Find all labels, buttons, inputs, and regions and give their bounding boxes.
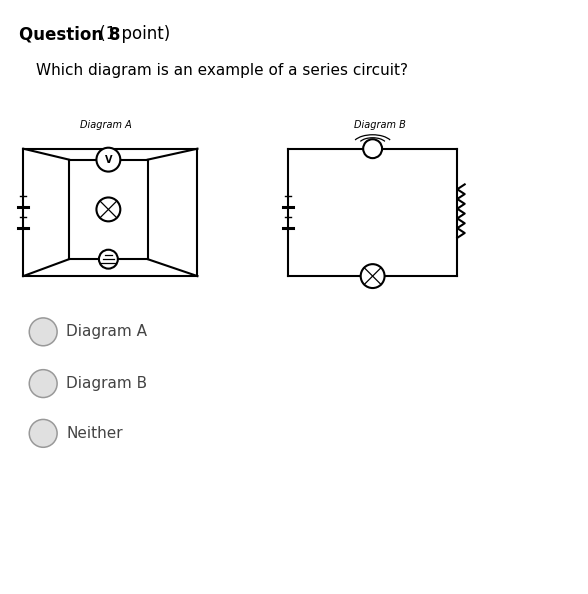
Text: Diagram A: Diagram A [66,324,147,339]
Circle shape [29,419,57,447]
Circle shape [29,369,57,397]
Text: Diagram A: Diagram A [80,120,132,130]
Circle shape [96,148,121,172]
Text: (1 point): (1 point) [94,26,170,43]
Text: V: V [105,154,112,165]
Text: Diagram B: Diagram B [66,376,147,391]
Text: Which diagram is an example of a series circuit?: Which diagram is an example of a series … [36,63,408,78]
Text: Diagram B: Diagram B [353,120,406,130]
Circle shape [360,264,385,288]
Circle shape [96,197,121,222]
Circle shape [99,249,118,268]
Text: Neither: Neither [66,426,123,441]
Circle shape [363,139,382,158]
Text: Question 8: Question 8 [19,26,121,43]
Circle shape [29,318,57,346]
